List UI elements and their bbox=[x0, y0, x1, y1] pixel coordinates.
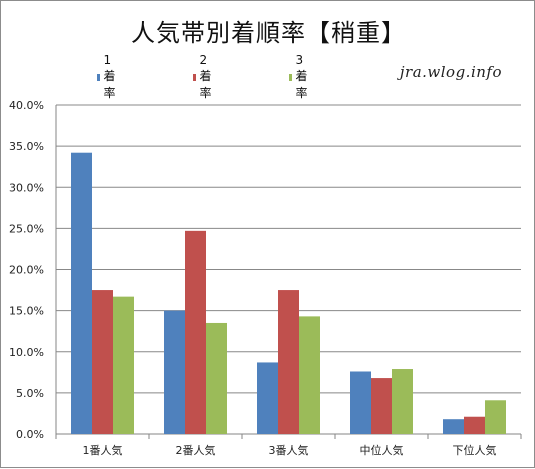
bar bbox=[392, 369, 413, 434]
bar bbox=[485, 400, 506, 434]
x-tick-label: 中位人気 bbox=[360, 443, 404, 457]
y-tick-label: 20.0% bbox=[9, 264, 44, 277]
x-tick-label: 3番人気 bbox=[269, 443, 309, 457]
legend-label-3: 3着率 bbox=[295, 53, 308, 100]
bar bbox=[371, 378, 392, 434]
y-tick-label: 10.0% bbox=[9, 346, 44, 359]
bar bbox=[464, 416, 485, 434]
legend-swatch-3 bbox=[289, 73, 293, 81]
y-tick-label: 0.0% bbox=[16, 428, 44, 441]
y-tick-label: 15.0% bbox=[9, 305, 44, 318]
x-tick-label: 2番人気 bbox=[176, 443, 216, 457]
bar bbox=[71, 152, 92, 434]
watermark: jra.wlog.info bbox=[399, 63, 502, 81]
y-tick-label: 40.0% bbox=[9, 99, 44, 112]
chart-title: 人気帯別着順率【稍重】 bbox=[131, 19, 406, 47]
bar bbox=[185, 230, 206, 434]
legend-swatch-1 bbox=[97, 73, 101, 81]
bar bbox=[299, 316, 320, 434]
legend-swatch-2 bbox=[193, 73, 197, 81]
x-tick-label: 下位人気 bbox=[453, 443, 497, 457]
legend-item-2: 2着率 bbox=[193, 53, 215, 100]
y-tick-label: 30.0% bbox=[9, 181, 44, 194]
bar bbox=[257, 362, 278, 434]
bar bbox=[206, 322, 227, 434]
y-tick-label: 5.0% bbox=[16, 387, 44, 400]
legend-item-1: 1着率 bbox=[97, 53, 119, 100]
legend-label-1: 1着率 bbox=[103, 53, 116, 100]
bar bbox=[92, 290, 113, 434]
bar bbox=[443, 419, 464, 434]
legend-item-3: 3着率 bbox=[289, 53, 311, 100]
bar bbox=[350, 371, 371, 434]
bar bbox=[164, 310, 185, 434]
legend-label-2: 2着率 bbox=[199, 53, 212, 100]
bar bbox=[278, 290, 299, 434]
bar bbox=[113, 296, 134, 434]
y-tick-label: 35.0% bbox=[9, 140, 44, 153]
x-tick-label: 1番人気 bbox=[83, 443, 123, 457]
y-tick-label: 25.0% bbox=[9, 222, 44, 235]
